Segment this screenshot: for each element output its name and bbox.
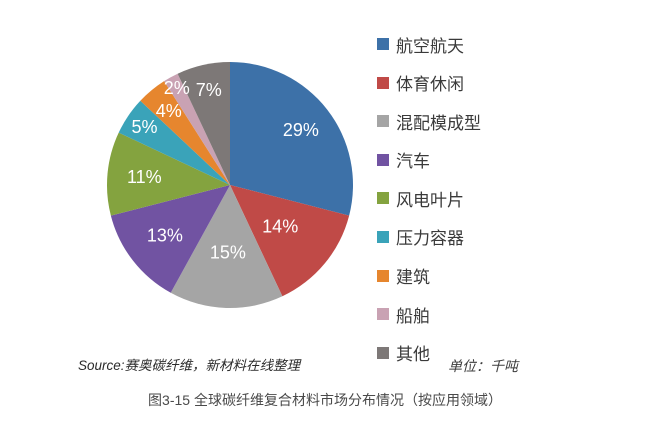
pie-slice-label-1: 14% — [262, 217, 298, 237]
pie-slice-label-5: 5% — [131, 117, 157, 137]
legend-swatch-icon — [377, 346, 389, 359]
pie-slice-1 — [230, 185, 350, 297]
pie-slice-4 — [106, 132, 230, 216]
legend-item-label: 航空航天 — [396, 36, 464, 56]
legend-swatch-icon — [377, 153, 389, 166]
legend-item-2: 混配模成型 — [377, 111, 481, 133]
legend-item-6: 建筑 — [377, 266, 481, 288]
legend-item-8: 其他 — [377, 343, 481, 365]
unit-label: 单位：千吨 — [448, 358, 518, 374]
legend: 航空航天体育休闲混配模成型汽车风电叶片压力容器建筑船舶其他 — [377, 34, 481, 381]
legend-item-label: 风电叶片 — [396, 190, 464, 210]
legend-swatch-icon — [377, 38, 389, 50]
figure-caption: 图3-15 全球碳纤维复合材料市场分布情况（按应用领域） — [148, 392, 502, 408]
pie-slice-0 — [230, 61, 354, 216]
pie-slice-3 — [110, 185, 230, 293]
legend-item-label: 混配模成型 — [396, 113, 481, 133]
legend-item-label: 其他 — [396, 345, 430, 365]
pie-slice-label-3: 13% — [147, 226, 183, 246]
legend-item-3: 汽车 — [377, 150, 481, 172]
pie-slice-label-4: 11% — [127, 167, 162, 187]
legend-item-7: 船舶 — [377, 304, 481, 326]
pie-slice-8 — [177, 62, 230, 185]
pie-slice-label-0: 29% — [283, 120, 319, 140]
pie-slice-2 — [170, 185, 283, 309]
legend-item-5: 压力容器 — [377, 227, 481, 249]
pie-slice-label-6: 4% — [156, 101, 182, 121]
legend-swatch-icon — [377, 308, 389, 321]
legend-item-label: 压力容器 — [396, 229, 464, 249]
legend-swatch-icon — [377, 230, 389, 243]
legend-item-label: 汽车 — [396, 152, 430, 172]
legend-item-label: 体育休闲 — [396, 75, 464, 95]
pie-slice-6 — [140, 81, 230, 185]
legend-swatch-icon — [377, 192, 389, 205]
legend-swatch-icon — [377, 269, 389, 282]
pie-slice-5 — [118, 100, 230, 185]
source-label: Source:赛奥碳纤维，新材料在线整理 — [78, 358, 301, 373]
legend-swatch-icon — [377, 115, 389, 128]
pie-slice-label-7: 2% — [164, 78, 190, 98]
legend-swatch-icon — [377, 76, 389, 89]
legend-item-0: 航空航天 — [377, 34, 481, 56]
pie-slice-label-8: 7% — [196, 80, 222, 100]
legend-item-label: 船舶 — [396, 306, 430, 326]
pie-slice-label-2: 15% — [210, 243, 246, 263]
legend-item-1: 体育休闲 — [377, 73, 481, 95]
legend-item-4: 风电叶片 — [377, 188, 481, 210]
pie-slice-7 — [164, 73, 230, 185]
legend-item-label: 建筑 — [396, 268, 430, 288]
